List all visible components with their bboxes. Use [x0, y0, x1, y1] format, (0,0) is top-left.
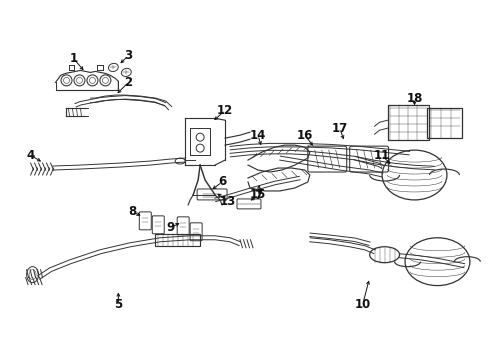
- Text: 9: 9: [166, 221, 174, 234]
- Text: 3: 3: [124, 49, 132, 62]
- Text: 12: 12: [217, 104, 233, 117]
- Text: 11: 11: [373, 149, 389, 162]
- Bar: [155, 234, 200, 246]
- Bar: [387, 105, 428, 140]
- Text: 18: 18: [406, 92, 422, 105]
- Text: 16: 16: [296, 129, 312, 142]
- Text: 7: 7: [253, 189, 262, 202]
- Text: 5: 5: [114, 298, 122, 311]
- Text: 13: 13: [220, 195, 236, 208]
- Text: 6: 6: [218, 175, 226, 189]
- Text: 15: 15: [249, 188, 265, 202]
- Text: 4: 4: [26, 149, 35, 162]
- Text: 10: 10: [354, 298, 370, 311]
- Text: 1: 1: [69, 52, 78, 65]
- Text: 17: 17: [331, 122, 347, 135]
- Text: 2: 2: [124, 76, 132, 89]
- Text: 8: 8: [128, 205, 136, 219]
- Bar: [427, 108, 462, 138]
- Text: 14: 14: [249, 129, 265, 142]
